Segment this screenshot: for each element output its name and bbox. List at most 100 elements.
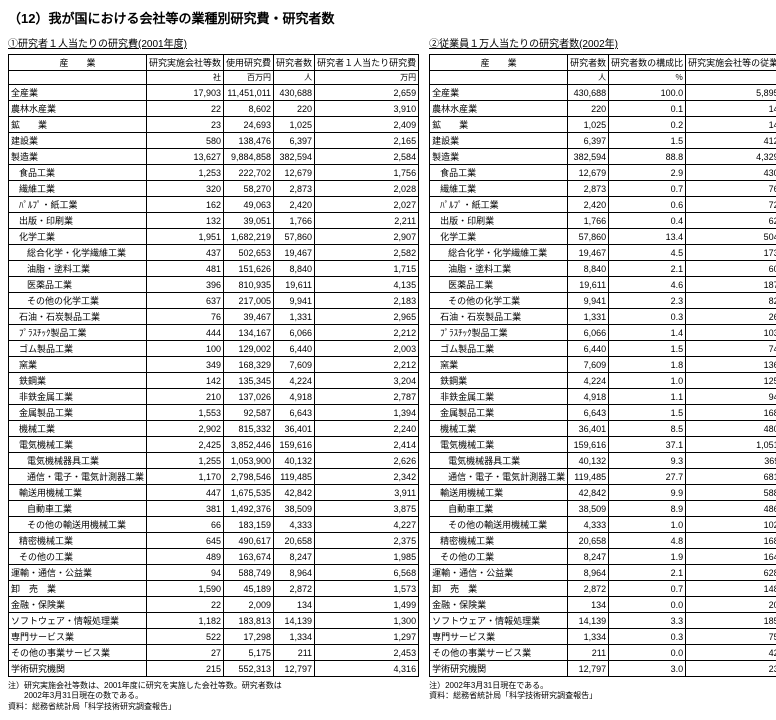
data-cell: 49,063 [224, 197, 274, 213]
data-cell: 2,907 [315, 229, 419, 245]
row-label: 農林水産業 [430, 101, 568, 117]
data-cell: 62,237 [686, 213, 776, 229]
data-cell: 173,847 [686, 245, 776, 261]
data-cell: 40,132 [568, 453, 609, 469]
data-cell: 22 [147, 597, 224, 613]
data-cell: 0.3 [609, 629, 686, 645]
data-cell: 2,626 [315, 453, 419, 469]
row-label: ﾊﾟﾙﾌﾟ・紙工業 [9, 197, 147, 213]
data-cell: 1,253 [147, 165, 224, 181]
row-label: 機械工業 [9, 421, 147, 437]
data-cell: 1,053,900 [224, 453, 274, 469]
data-cell: 9,884,858 [224, 149, 274, 165]
data-cell: 522 [147, 629, 224, 645]
data-cell: 1.5 [609, 133, 686, 149]
data-cell: 22 [147, 101, 224, 117]
row-label: 電気機械工業 [430, 437, 568, 453]
table-row: 学術研究機関12,7973.023,8825,358 [430, 661, 776, 677]
data-cell: 119,485 [568, 469, 609, 485]
data-cell: 76,279 [686, 181, 776, 197]
data-cell: 4,918 [568, 389, 609, 405]
data-cell: 135,345 [224, 373, 274, 389]
unit-cell: 人 [568, 71, 609, 85]
table-row: 鉄鋼業142135,3454,2243,204 [9, 373, 419, 389]
data-cell: 2,183 [315, 293, 419, 309]
row-label: 総合化学・化学繊維工業 [9, 245, 147, 261]
table-row: 食品工業1,253222,70212,6791,756 [9, 165, 419, 181]
table-row: 非鉄金属工業210137,0264,9182,787 [9, 389, 419, 405]
data-cell: 12,679 [568, 165, 609, 181]
data-cell: 187,707 [686, 277, 776, 293]
table-row: 農林水産業228,6022203,910 [9, 101, 419, 117]
data-cell: 217,005 [224, 293, 274, 309]
data-cell: 19,611 [274, 277, 315, 293]
data-cell: 13.4 [609, 229, 686, 245]
row-label: 卸 売 業 [9, 581, 147, 597]
data-cell: 6,397 [568, 133, 609, 149]
unit-cell: 万円 [315, 71, 419, 85]
row-label: 繊維工業 [430, 181, 568, 197]
unit-cell [430, 71, 568, 85]
data-cell: 481 [147, 261, 224, 277]
data-cell: 2,902 [147, 421, 224, 437]
data-cell: 1.0 [609, 373, 686, 389]
table-row: 製造業382,59488.84,329,039884 [430, 149, 776, 165]
data-cell: 2,582 [315, 245, 419, 261]
data-cell: 163,674 [224, 549, 274, 565]
data-cell: 1,499 [315, 597, 419, 613]
data-cell: 20,658 [274, 533, 315, 549]
data-cell: 0.1 [609, 101, 686, 117]
data-cell: 168,981 [686, 405, 776, 421]
table-row: その他の工業489163,6748,2471,985 [9, 549, 419, 565]
data-cell: 72,151 [686, 197, 776, 213]
unit-cell: 人 [686, 71, 776, 85]
data-cell: 1,334 [568, 629, 609, 645]
note-line: 2002年3月31日現在の数である。 [8, 691, 419, 701]
row-label: 機械工業 [430, 421, 568, 437]
data-cell: 132 [147, 213, 224, 229]
data-cell: 20,259 [686, 597, 776, 613]
data-cell: 1.5 [609, 405, 686, 421]
data-cell: 8.5 [609, 421, 686, 437]
data-cell: 2,009 [224, 597, 274, 613]
page-title: （12）我が国における会社等の業種別研究費・研究者数 [8, 8, 768, 27]
data-cell: 142 [147, 373, 224, 389]
row-label: ソフトウェア・情報処理業 [9, 613, 147, 629]
data-cell: 6,568 [315, 565, 419, 581]
data-cell: 76 [147, 309, 224, 325]
data-cell: 66 [147, 517, 224, 533]
data-cell: 138,476 [224, 133, 274, 149]
data-cell: 0.3 [609, 309, 686, 325]
row-label: その他の化学工業 [430, 293, 568, 309]
col-header: 使用研究費 [224, 55, 274, 71]
data-cell: 430,688 [274, 85, 315, 101]
data-cell: 137,026 [224, 389, 274, 405]
data-cell: 1,715 [315, 261, 419, 277]
data-cell: 2,211 [315, 213, 419, 229]
data-cell: 1,766 [568, 213, 609, 229]
data-cell: 6,440 [274, 341, 315, 357]
table-row: その他の事業サービス業2110.042,43550 [430, 645, 776, 661]
data-cell: 1,182 [147, 613, 224, 629]
table-row: 輸送用機械工業42,8429.9588,991727 [430, 485, 776, 501]
data-cell: 9.3 [609, 453, 686, 469]
table-row: 医薬品工業396810,93519,6114,135 [9, 277, 419, 293]
table-row: 石油・石炭製品工業1,3310.326,436503 [430, 309, 776, 325]
row-label: 出版・印刷業 [9, 213, 147, 229]
data-cell: 2,873 [274, 181, 315, 197]
data-cell: 210 [147, 389, 224, 405]
data-cell: 1.4 [609, 325, 686, 341]
data-cell: 0.7 [609, 581, 686, 597]
data-cell: 60,053 [686, 261, 776, 277]
data-cell: 36,401 [568, 421, 609, 437]
data-cell: 57,860 [274, 229, 315, 245]
data-cell: 381 [147, 501, 224, 517]
data-cell: 0.0 [609, 597, 686, 613]
row-label: 鉱 業 [430, 117, 568, 133]
data-cell: 2,787 [315, 389, 419, 405]
data-cell: 5,175 [224, 645, 274, 661]
data-cell: 2,453 [315, 645, 419, 661]
row-label: その他の輸送用機械工業 [9, 517, 147, 533]
data-cell: 1,985 [315, 549, 419, 565]
row-label: その他の輸送用機械工業 [430, 517, 568, 533]
